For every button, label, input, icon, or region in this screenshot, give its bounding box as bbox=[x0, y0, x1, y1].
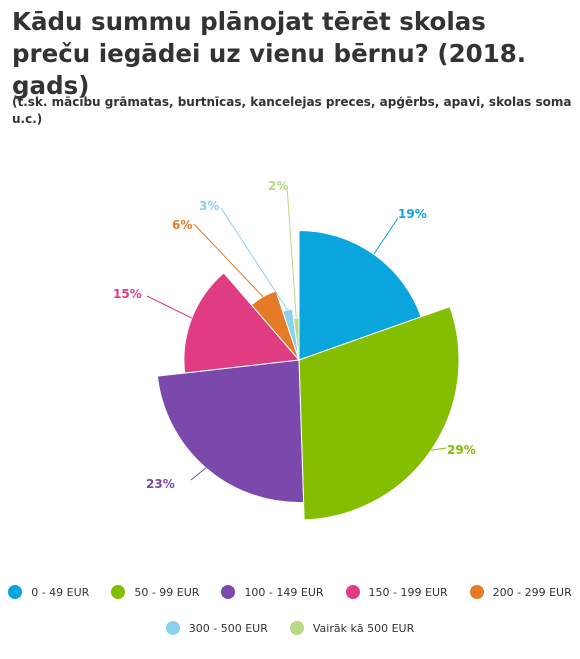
pie-chart: 19% 29% 23% 15% 6% 3% 2% bbox=[113, 179, 476, 521]
legend-label: Vairāk kā 500 EUR bbox=[312, 621, 415, 635]
connector-line bbox=[286, 185, 297, 319]
legend-swatch bbox=[345, 585, 360, 599]
data-label: 2% bbox=[268, 179, 288, 193]
legend-swatch bbox=[8, 585, 23, 599]
connector-line bbox=[190, 467, 207, 481]
legend-label: 150 - 199 EUR bbox=[368, 585, 448, 599]
connector-line bbox=[146, 295, 193, 319]
data-label: 6% bbox=[172, 218, 192, 232]
pie-slice[interactable] bbox=[156, 359, 305, 503]
pie-slice[interactable] bbox=[298, 229, 422, 361]
pie-slice[interactable] bbox=[281, 308, 300, 361]
legend-swatch bbox=[221, 585, 236, 599]
legend-row-1: 0 - 49 EUR 50 - 99 EUR 100 - 149 EUR 150 - … bbox=[0, 585, 580, 599]
legend-label: 200 - 299 EUR bbox=[492, 585, 572, 599]
legend-label: 300 - 500 EUR bbox=[188, 621, 268, 635]
legend-label: 100 - 149 EUR bbox=[244, 585, 324, 599]
data-label: 19% bbox=[398, 207, 427, 221]
connector-line bbox=[373, 217, 399, 255]
legend-swatch bbox=[469, 585, 484, 599]
chart-subtitle: (t.sk. mācību grāmatas, burtnīcas, kance… bbox=[12, 95, 572, 126]
data-label: 29% bbox=[447, 443, 476, 457]
legend-label: 50 - 99 EUR bbox=[134, 585, 200, 599]
legend-swatch bbox=[165, 621, 180, 635]
data-label: 23% bbox=[146, 477, 175, 491]
legend-swatch bbox=[289, 621, 304, 635]
pie-slice[interactable] bbox=[298, 305, 460, 521]
connector-line bbox=[220, 207, 288, 311]
legend-item[interactable]: 50 - 99 EUR bbox=[111, 585, 199, 599]
legend-item[interactable]: Vairāk kā 500 EUR bbox=[289, 621, 415, 635]
legend-swatch bbox=[111, 585, 126, 599]
legend-row-2: 300 - 500 EUR Vairāk kā 500 EUR bbox=[0, 621, 580, 635]
legend-label: 0 - 49 EUR bbox=[31, 585, 90, 599]
legend-item[interactable]: 150 - 199 EUR bbox=[345, 585, 448, 599]
connector-line bbox=[193, 223, 264, 298]
legend-item[interactable]: 100 - 149 EUR bbox=[221, 585, 324, 599]
legend-item[interactable]: 0 - 49 EUR bbox=[8, 585, 89, 599]
legend-item[interactable]: 300 - 500 EUR bbox=[165, 621, 268, 635]
data-label: 3% bbox=[199, 199, 219, 213]
legend-item[interactable]: 200 - 299 EUR bbox=[469, 585, 572, 599]
pie-slice[interactable] bbox=[183, 272, 300, 374]
chart-title: Kādu summu plānojat tērēt skolas preču i… bbox=[12, 7, 527, 100]
data-label: 15% bbox=[113, 287, 142, 301]
connector-line bbox=[431, 447, 447, 451]
pie-slice[interactable] bbox=[293, 317, 300, 361]
